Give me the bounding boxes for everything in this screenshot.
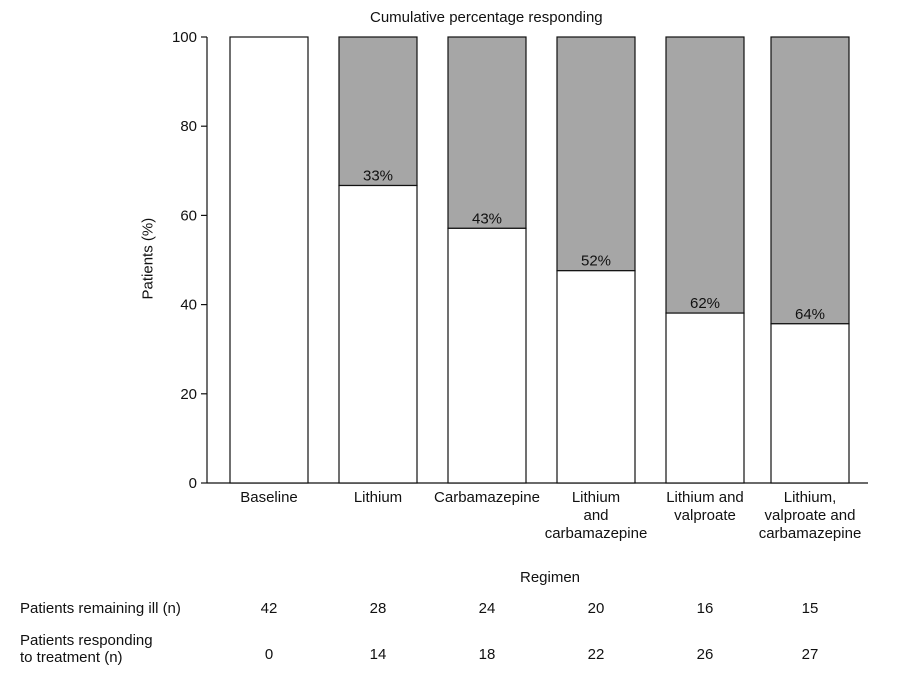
bar-remaining [229, 36, 309, 484]
bar-remaining [770, 323, 850, 484]
table-row-label-remaining: Patients remaining ill (n) [20, 600, 181, 617]
data-label: 52% [581, 253, 611, 270]
table-cell-remaining: 16 [696, 600, 714, 617]
x-tick-label: Baseline [240, 489, 298, 506]
x-tick-label: Lithium [572, 489, 620, 506]
x-tick-label: Carbamazepine [434, 489, 540, 506]
bar-responding [770, 36, 850, 325]
x-tick-label: and [583, 507, 608, 524]
table-cell-responding: 22 [587, 646, 605, 663]
y-tick-label: 40 [180, 297, 197, 314]
y-tick-label: 80 [180, 118, 197, 135]
bar-remaining [665, 312, 745, 484]
table-cell-remaining: 20 [587, 600, 605, 617]
x-tick-label: carbamazepine [759, 525, 862, 542]
y-tick-label: 60 [180, 207, 197, 224]
table-cell-remaining: 15 [801, 600, 819, 617]
bar-responding [447, 36, 527, 229]
y-tick-label: 100 [172, 29, 197, 46]
data-label: 62% [690, 295, 720, 312]
table-cell-responding: 26 [696, 646, 714, 663]
table-cell-responding: 0 [264, 646, 274, 663]
x-tick-label: valproate and [765, 507, 856, 524]
x-tick-label: Lithium and [666, 489, 744, 506]
x-tick-label: carbamazepine [545, 525, 648, 542]
table-cell-remaining: 24 [478, 600, 496, 617]
table-cell-remaining: 28 [369, 600, 387, 617]
data-label: 33% [363, 168, 393, 185]
bar-remaining [556, 270, 636, 484]
table-cell-responding: 14 [369, 646, 387, 663]
x-tick-label: Lithium, [784, 489, 837, 506]
data-label: 43% [472, 210, 502, 227]
table-cell-responding: 18 [478, 646, 496, 663]
table-cell-remaining: 42 [260, 600, 278, 617]
table-cell-responding: 27 [801, 646, 819, 663]
data-label: 64% [795, 306, 825, 323]
x-axis-label: Regimen [520, 569, 581, 586]
y-tick-label: 0 [189, 475, 197, 492]
x-tick-label: valproate [674, 507, 736, 524]
bar-responding [665, 36, 745, 314]
bar-remaining [338, 184, 418, 484]
bar-remaining [447, 227, 527, 484]
chart-title: Cumulative percentage responding [370, 9, 603, 26]
y-tick-label: 20 [180, 386, 197, 403]
x-tick-label: Lithium [354, 489, 402, 506]
bar-responding [338, 36, 418, 187]
bar-responding [556, 36, 636, 272]
table-row-label-responding: Patients responding to treatment (n) [20, 632, 153, 666]
